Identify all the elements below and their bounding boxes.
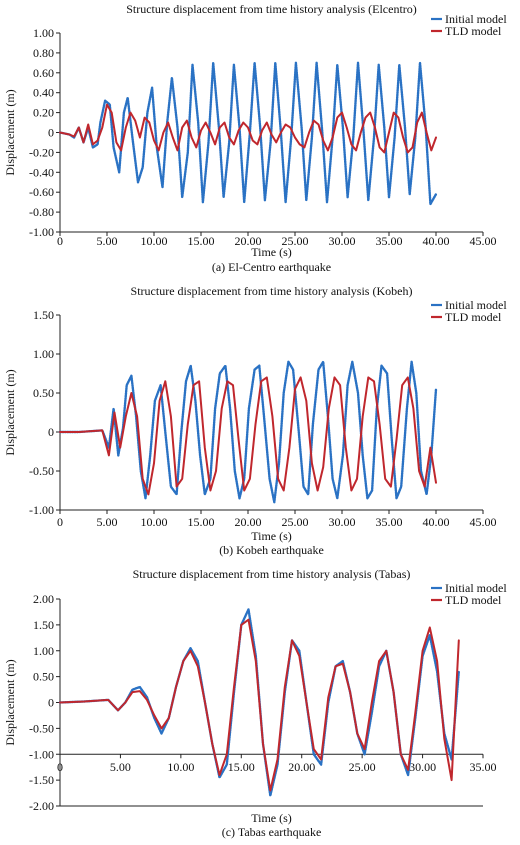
x-tick-label: 10.00	[167, 760, 194, 774]
x-tick-label: 5.00	[97, 234, 118, 248]
y-tick-label: -0.60	[29, 185, 54, 199]
x-tick-label: 15.00	[188, 515, 215, 529]
x-tick-label: 10.00	[141, 515, 168, 529]
y-tick-label: 0.50	[33, 670, 54, 684]
y-tick-label: 0	[48, 126, 54, 140]
y-tick-label: -0.40	[29, 165, 54, 179]
y-tick-label: 0	[48, 425, 54, 439]
y-tick-label: -0.50	[29, 464, 54, 478]
legend-label-initial: Initial model	[445, 581, 507, 595]
x-tick-label: 10.00	[141, 234, 168, 248]
chart-title: Structure displacement from time history…	[131, 284, 413, 298]
y-tick-label: -0.50	[29, 721, 54, 735]
x-tick-label: 0	[57, 760, 63, 774]
x-tick-label: 20.00	[288, 760, 315, 774]
y-tick-label: 1.00	[33, 644, 54, 658]
chart-panel-kobeh: Structure displacement from time history…	[3, 284, 507, 557]
legend-label-tld: TLD model	[445, 593, 502, 607]
y-axis-label: Displacement (m)	[3, 89, 17, 175]
y-axis-label: Displacement (m)	[3, 369, 17, 455]
series-line-tld-model	[59, 618, 460, 792]
x-tick-label: 35.00	[470, 760, 497, 774]
x-axis-label: Time (s)	[251, 245, 292, 259]
chart-title: Structure displacement from time history…	[126, 2, 417, 16]
y-tick-label: 1.50	[33, 308, 54, 322]
legend-label-initial: Initial model	[445, 298, 507, 312]
y-tick-label: 1.00	[33, 26, 54, 40]
x-axis-label: Time (s)	[251, 529, 292, 543]
legend-label-initial: Initial model	[445, 12, 507, 26]
x-tick-label: 20.00	[235, 234, 262, 248]
series-line-initial-model	[58, 61, 438, 206]
legend-label-tld: TLD model	[445, 24, 502, 38]
x-tick-label: 45.00	[470, 234, 497, 248]
y-tick-label: 0.60	[33, 66, 54, 80]
chart-panel-tabas: Structure displacement from time history…	[3, 567, 507, 839]
y-tick-label: -1.00	[29, 503, 54, 517]
x-tick-label: 30.00	[329, 234, 356, 248]
y-axis-label: Displacement (m)	[3, 659, 17, 745]
x-tick-label: 15.00	[188, 234, 215, 248]
x-tick-label: 0	[57, 515, 63, 529]
y-tick-label: -0.80	[29, 205, 54, 219]
series-line-initial-model	[58, 360, 438, 504]
x-tick-label: 25.00	[282, 234, 309, 248]
y-tick-label: -2.00	[29, 799, 54, 813]
y-tick-label: 1.00	[33, 347, 54, 361]
y-tick-label: 0.50	[33, 386, 54, 400]
x-tick-label: 35.00	[376, 515, 403, 529]
y-tick-label: 0.40	[33, 86, 54, 100]
x-tick-label: 5.00	[97, 515, 118, 529]
x-tick-label: 30.00	[329, 515, 356, 529]
x-axis-label: Time (s)	[251, 811, 292, 825]
legend-label-tld: TLD model	[445, 310, 502, 324]
y-tick-label: -1.00	[29, 747, 54, 761]
y-tick-label: 0.80	[33, 46, 54, 60]
y-tick-label: -1.50	[29, 773, 54, 787]
y-tick-label: 2.00	[33, 592, 54, 606]
series-line-tld-model	[59, 376, 437, 496]
x-tick-label: 15.00	[228, 760, 255, 774]
y-tick-label: 0	[48, 696, 54, 710]
chart-title: Structure displacement from time history…	[133, 567, 411, 581]
x-tick-label: 5.00	[110, 760, 131, 774]
x-tick-label: 0	[57, 234, 63, 248]
x-tick-label: 40.00	[423, 234, 450, 248]
chart-caption: (c) Tabas earthquake	[222, 825, 322, 839]
chart-panel-elcentro: Structure displacement from time history…	[3, 2, 507, 274]
x-tick-label: 35.00	[376, 234, 403, 248]
y-tick-label: -0.20	[29, 145, 54, 159]
chart-caption: (a) El-Centro earthquake	[212, 260, 331, 274]
y-tick-label: 1.50	[33, 618, 54, 632]
x-tick-label: 30.00	[409, 760, 436, 774]
chart-caption: (b) Kobeh earthquake	[219, 543, 324, 557]
series-line-tld-model	[59, 103, 437, 154]
y-tick-label: -1.00	[29, 225, 54, 239]
x-tick-label: 25.00	[349, 760, 376, 774]
x-tick-label: 45.00	[470, 515, 497, 529]
x-tick-label: 20.00	[235, 515, 262, 529]
x-tick-label: 40.00	[423, 515, 450, 529]
y-tick-label: 0.20	[33, 106, 54, 120]
x-tick-label: 25.00	[282, 515, 309, 529]
